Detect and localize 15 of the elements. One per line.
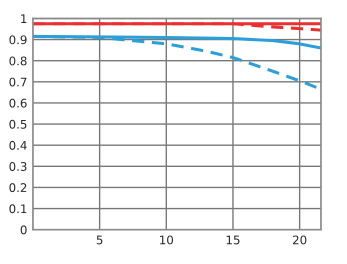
y-tick-label: 0.2	[9, 183, 26, 192]
x-tick-label: 20	[292, 235, 306, 244]
x-tick-label: 15	[226, 236, 240, 244]
y-tick-label: 0.8	[9, 56, 27, 66]
y-tick-label: 0.9	[9, 35, 27, 44]
y-tick-label: 0.1	[9, 204, 26, 214]
y-tick-label: 0.5	[9, 120, 26, 129]
x-tick-label: 5	[96, 236, 102, 244]
y-tick-label: 1	[21, 14, 26, 23]
y-tick-label: 0.3	[9, 162, 26, 171]
y-tick-label: 0.6	[9, 98, 27, 108]
y-tick-label: 0.7	[9, 78, 26, 86]
x-tick-label: 10	[160, 235, 174, 244]
y-tick-label: 0	[20, 225, 27, 234]
y-tick-label: 0.4	[9, 140, 27, 150]
